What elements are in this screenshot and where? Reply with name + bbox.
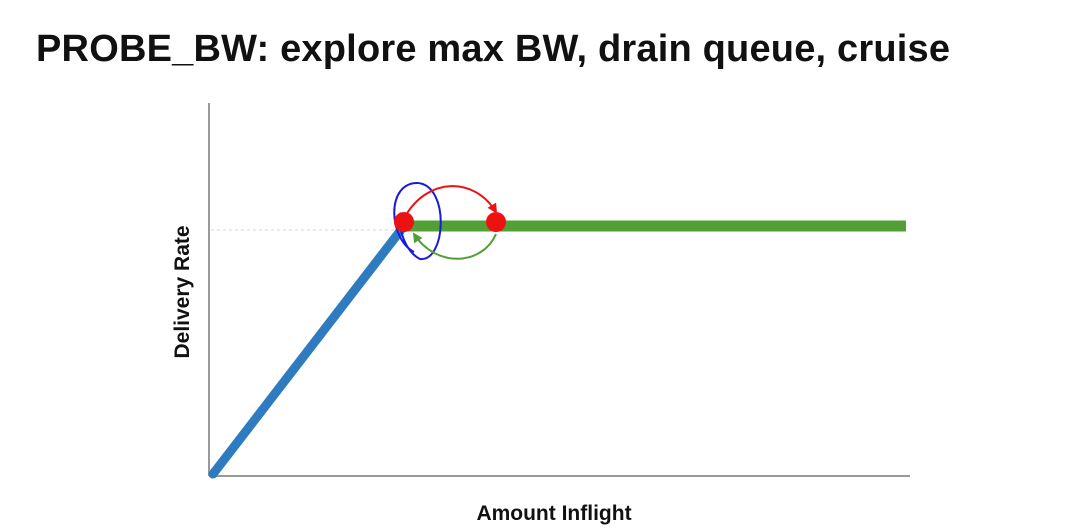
operating-point-bdp: [394, 212, 414, 232]
drain-loop-arrow: [393, 181, 442, 261]
ramp-line: [208, 221, 409, 479]
operating-point-probe: [486, 212, 506, 232]
slide-title: PROBE_BW: explore max BW, drain queue, c…: [36, 28, 951, 70]
cruise-arrow: [412, 232, 497, 260]
explore-arrow: [405, 185, 498, 216]
x-axis-label: Amount Inflight: [476, 502, 631, 525]
y-axis-label: Delivery Rate: [171, 225, 194, 358]
